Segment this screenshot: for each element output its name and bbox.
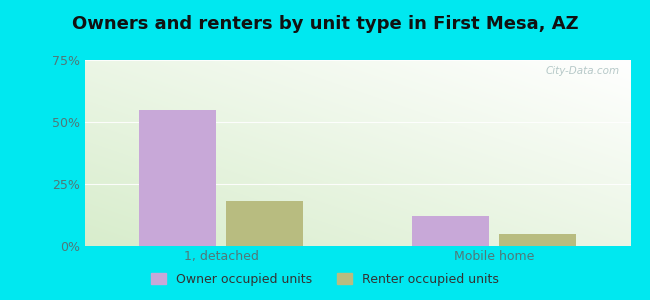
Text: Owners and renters by unit type in First Mesa, AZ: Owners and renters by unit type in First…	[72, 15, 578, 33]
Bar	[499, 234, 576, 246]
Legend: Owner occupied units, Renter occupied units: Owner occupied units, Renter occupied un…	[146, 268, 504, 291]
Bar	[139, 110, 216, 246]
Text: City-Data.com: City-Data.com	[545, 66, 619, 76]
Bar	[412, 216, 489, 246]
Bar	[226, 201, 303, 246]
